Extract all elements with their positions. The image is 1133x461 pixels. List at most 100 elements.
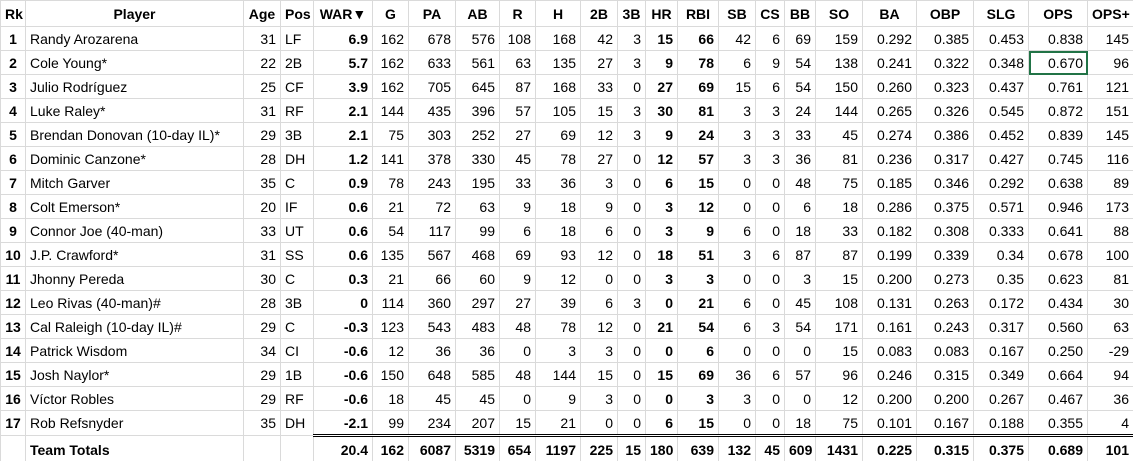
- data-row: 3 Julio Rodríguez 25 CF 3.9 162 705 645 87 168 33 0…: [0, 74, 1133, 99]
- cell: 63: [1087, 314, 1133, 339]
- cell: 6: [718, 218, 756, 243]
- cell: 13: [0, 314, 26, 339]
- cell: 78: [535, 146, 581, 171]
- cell: 252: [455, 122, 500, 147]
- cell: 0.161: [862, 314, 917, 339]
- cell: 45: [455, 386, 500, 411]
- cell: 705: [408, 74, 456, 99]
- cell: 0.571: [973, 194, 1029, 219]
- cell: 0.246: [862, 362, 917, 387]
- data-row: 14 Patrick Wisdom 34 CI -0.6 12 36 36 0 3 3 0 0 6 0 0 0 1…: [0, 338, 1133, 363]
- cell: 561: [455, 50, 500, 75]
- cell: RF: [280, 98, 314, 123]
- cell: CF: [280, 74, 314, 99]
- cell: 123: [372, 314, 409, 339]
- column-header: SO: [815, 0, 863, 27]
- cell: 48: [499, 362, 536, 387]
- cell: 0.355: [1028, 410, 1088, 436]
- total-cell: 225: [580, 434, 618, 461]
- column-header: 3B: [617, 0, 646, 27]
- cell: 5.7: [313, 50, 373, 75]
- cell: 435: [408, 98, 456, 123]
- cell: 3: [645, 194, 678, 219]
- cell: 108: [815, 290, 863, 315]
- cell: 0.349: [973, 362, 1029, 387]
- cell: 0.427: [973, 146, 1029, 171]
- cell: 35: [243, 170, 281, 195]
- cell: 78: [677, 50, 719, 75]
- cell: 42: [718, 26, 756, 51]
- cell: 21: [372, 194, 409, 219]
- cell: DH: [280, 410, 314, 436]
- cell: 567: [408, 242, 456, 267]
- cell: 3: [718, 242, 756, 267]
- cell: 0: [499, 338, 536, 363]
- column-header: H: [535, 0, 581, 27]
- cell: 0.641: [1028, 218, 1088, 243]
- cell: 0.265: [862, 98, 917, 123]
- cell: 18: [535, 218, 581, 243]
- data-row: 9 Connor Joe (40-man) 33 UT 0.6 54 117 99 6 18 6 0 3…: [0, 218, 1133, 243]
- cell: 114: [372, 290, 409, 315]
- cell: 0.761: [1028, 74, 1088, 99]
- cell: 0.273: [916, 266, 974, 291]
- cell: -0.6: [313, 386, 373, 411]
- cell: 144: [372, 98, 409, 123]
- cell: 6: [645, 410, 678, 436]
- cell: 2.1: [313, 122, 373, 147]
- cell: 0: [617, 266, 646, 291]
- cell: 35: [243, 410, 281, 436]
- cell: 0: [755, 218, 785, 243]
- cell: 633: [408, 50, 456, 75]
- cell: 14: [0, 338, 26, 363]
- cell: 0: [617, 314, 646, 339]
- cell: 25: [243, 74, 281, 99]
- column-header: SLG: [973, 0, 1029, 27]
- cell: [0, 435, 26, 461]
- total-cell: 654: [499, 434, 536, 461]
- cell: 0.172: [973, 290, 1029, 315]
- data-row: 7 Mitch Garver 35 C 0.9 78 243 195 33 36 3 0 6 15 0 0 48…: [0, 170, 1133, 195]
- cell: 0.467: [1028, 386, 1088, 411]
- cell: 4: [0, 98, 26, 123]
- cell: 0: [617, 338, 646, 363]
- cell: 31: [243, 242, 281, 267]
- header-row: Rk Player Age Pos WAR▼ G PA AB R H 2B 3B HR RBI SB CS BB…: [0, 0, 1133, 27]
- cell: 33: [784, 122, 816, 147]
- cell: 15: [645, 362, 678, 387]
- data-row: 11 Jhonny Pereda 30 C 0.3 21 66 60 9 12 0 0 3 3 0 0 3 15 0…: [0, 266, 1133, 291]
- data-row: 4 Luke Raley* 31 RF 2.1 144 435 396 57 105 15 3 30 81…: [0, 98, 1133, 123]
- cell: -0.6: [313, 338, 373, 363]
- cell: 116: [1087, 146, 1133, 171]
- total-cell: 6087: [408, 434, 456, 461]
- cell: 159: [815, 26, 863, 51]
- cell: 3: [645, 218, 678, 243]
- cell: 5: [0, 122, 26, 147]
- totals-label: Team Totals: [25, 435, 244, 461]
- data-row: 13 Cal Raleigh (10-day IL)# 29 C -0.3 123 543 4…: [0, 314, 1133, 339]
- cell: -0.3: [313, 314, 373, 339]
- cell: 9: [499, 194, 536, 219]
- cell: 0.346: [916, 170, 974, 195]
- cell: [243, 435, 281, 461]
- cell: 6: [755, 74, 785, 99]
- cell: Leo Rivas (40-man)#: [25, 290, 244, 315]
- cell: 27: [580, 146, 618, 171]
- cell: 0: [718, 194, 756, 219]
- cell: 21: [677, 290, 719, 315]
- cell: 0: [718, 410, 756, 436]
- cell: 3: [617, 122, 646, 147]
- cell: 645: [455, 74, 500, 99]
- cell: 45: [408, 386, 456, 411]
- data-row: 16 Víctor Robles 29 RF -0.6 18 45 45 0 9 3 0 0 3 3 0 0 12…: [0, 386, 1133, 411]
- cell: 0.083: [862, 338, 917, 363]
- cell: 7: [0, 170, 26, 195]
- cell: 2: [0, 50, 26, 75]
- cell: 0.274: [862, 122, 917, 147]
- cell: 3: [580, 386, 618, 411]
- cell: 3: [617, 26, 646, 51]
- cell: IF: [280, 194, 314, 219]
- cell: 378: [408, 146, 456, 171]
- cell: 0.267: [973, 386, 1029, 411]
